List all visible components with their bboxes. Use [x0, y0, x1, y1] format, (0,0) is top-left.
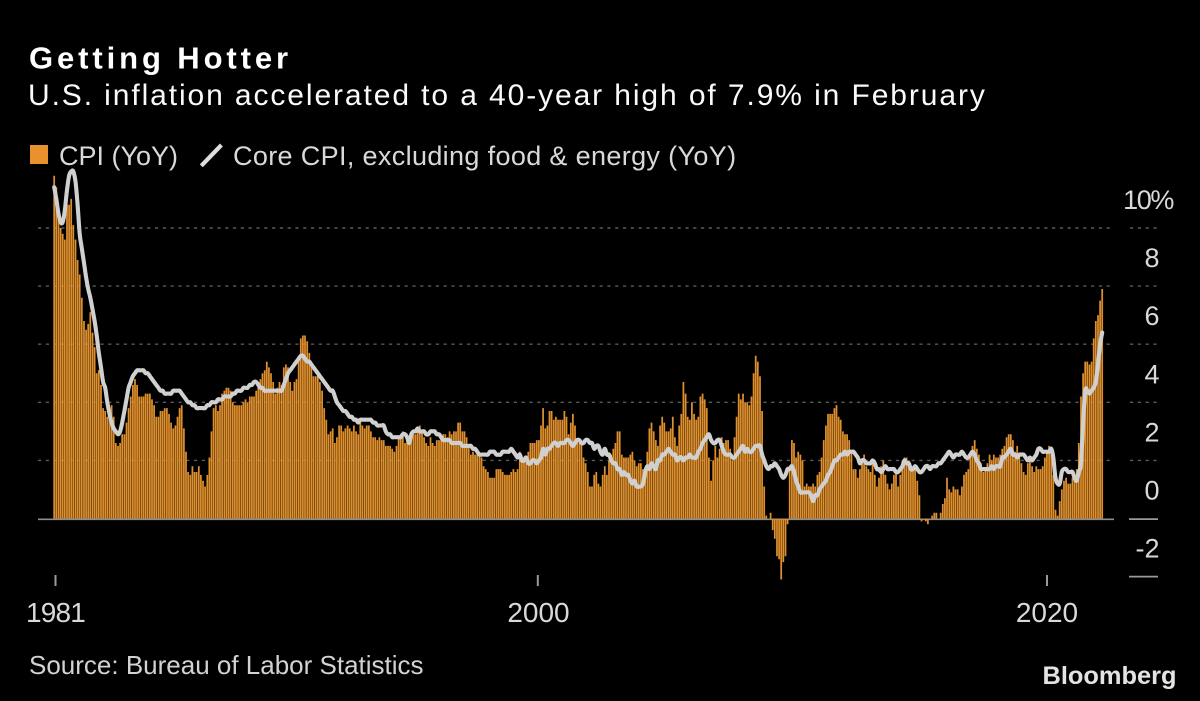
svg-text:6: 6 [1144, 301, 1159, 331]
svg-text:4: 4 [1144, 359, 1159, 389]
svg-text:-2: -2 [1135, 534, 1159, 564]
svg-text:Core CPI, excluding food & ene: Core CPI, excluding food & energy (YoY) [233, 141, 736, 171]
svg-text:Source: Bureau of Labor Statis: Source: Bureau of Labor Statistics [29, 650, 424, 680]
svg-text:Bloomberg: Bloomberg [1042, 662, 1176, 690]
svg-text:CPI (YoY): CPI (YoY) [59, 141, 178, 171]
svg-text:U.S. inflation accelerated to: U.S. inflation accelerated to a 40-year … [28, 79, 987, 112]
svg-text:Getting Hotter: Getting Hotter [29, 41, 292, 76]
svg-text:0: 0 [1144, 476, 1159, 506]
svg-text:2: 2 [1144, 417, 1159, 447]
svg-text:2020: 2020 [1016, 597, 1078, 628]
svg-text:2000: 2000 [507, 597, 569, 628]
svg-text:8: 8 [1144, 243, 1159, 273]
svg-text:1981: 1981 [26, 597, 85, 628]
svg-text:10%: 10% [1123, 185, 1174, 215]
